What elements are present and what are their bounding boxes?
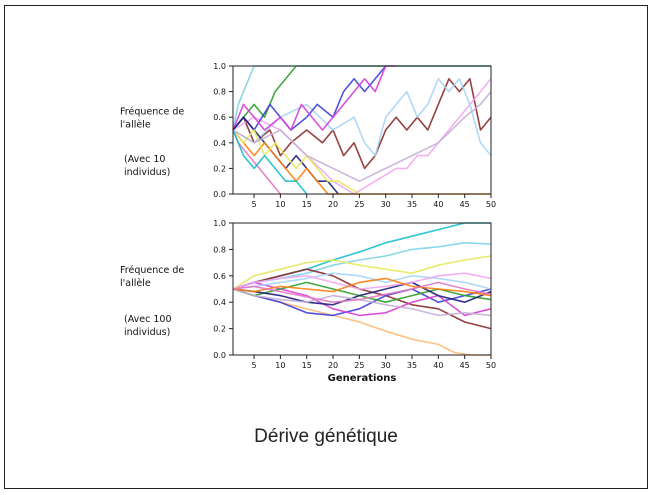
x-tick-label: 5: [252, 200, 257, 209]
x-tick-label: 45: [460, 200, 470, 209]
axis-frame: [232, 65, 492, 195]
series-line-10: [232, 129, 360, 195]
genetic-drift-charts: 0.0 0.2 0.4 0.6 0.8 1.0 5 10 15 20 25 30 35 40 45 50 Fré…: [120, 62, 496, 384]
slide: 0.0 0.2 0.4 0.6 0.8 1.0 5 10 15 20 25 30 35 40 45 50 Fré…: [4, 5, 648, 489]
y-axis-label-line: l'allèle: [120, 278, 151, 289]
x-tick-label: 30: [381, 200, 391, 209]
x-tick-label: 25: [354, 361, 364, 370]
y-tick-label: 0.6: [213, 113, 226, 122]
x-tick-label: 5: [252, 361, 257, 370]
x-tick-label: 40: [433, 361, 443, 370]
x-tick-label: 50: [486, 361, 496, 370]
series-line-10: [232, 272, 492, 290]
series-line-5: [232, 288, 492, 317]
y-axis-label-line: Fréquence de: [120, 265, 184, 276]
series-line-9: [232, 281, 492, 306]
x-tick-label: 35: [407, 361, 417, 370]
chart-panel-2: 0.0 0.2 0.4 0.6 0.8 1.0 5 10 15 20 25 30 35 40 45 50 Fré…: [120, 219, 496, 384]
x-tick-label: 20: [328, 361, 338, 370]
x-tick-label: 10: [275, 361, 285, 370]
population-note-line: (Avec 100: [124, 314, 172, 325]
population-note-line: individus): [124, 327, 170, 338]
axis-frame: [232, 222, 492, 356]
x-tick-label: 15: [302, 361, 312, 370]
y-tick-label: 0.2: [213, 325, 226, 334]
y-tick-label: 0.6: [213, 272, 226, 281]
y-tick-label: 0.2: [213, 164, 226, 173]
series-line-14: [232, 281, 492, 303]
series-line-6: [232, 281, 492, 317]
series-line-6: [232, 65, 387, 131]
y-axis-label-line: l'allèle: [120, 120, 151, 131]
y-tick-label: 0.4: [213, 298, 226, 307]
x-tick-label: 10: [275, 200, 285, 209]
chart-panel-1: 0.0 0.2 0.4 0.6 0.8 1.0 5 10 15 20 25 30 35 40 45 50 Fré…: [120, 62, 496, 209]
y-tick-label: 0.8: [213, 88, 226, 97]
y-tick-label: 0.8: [213, 245, 226, 254]
y-tick-label: 1.0: [213, 219, 226, 228]
population-note-line: (Avec 10: [124, 154, 165, 165]
series-line-5: [232, 77, 492, 157]
x-tick-label: 30: [381, 361, 391, 370]
series-line-3: [232, 77, 492, 170]
y-tick-label: 0.4: [213, 139, 226, 148]
series-line-7: [232, 65, 397, 131]
y-tick-label: 0.0: [213, 190, 226, 199]
series-line-11: [232, 272, 492, 290]
x-axis-label: Generations: [328, 373, 397, 384]
series-line-13: [232, 277, 492, 297]
series-line-13: [232, 91, 492, 182]
x-tick-label: 40: [433, 200, 443, 209]
series-line-1: [232, 65, 491, 131]
y-axis-label-line: Fréquence de: [120, 107, 184, 118]
series-line-12: [232, 129, 308, 195]
series-line-7: [232, 255, 492, 290]
y-tick-label: 0.0: [213, 351, 226, 360]
x-tick-label: 15: [302, 200, 312, 209]
x-tick-label: 50: [486, 200, 496, 209]
genetic-drift-figure: 0.0 0.2 0.4 0.6 0.8 1.0 5 10 15 20 25 30 35 40 45 50 Fré…: [115, 51, 505, 396]
x-tick-label: 45: [460, 361, 470, 370]
slide-caption: Dérive génétique: [254, 426, 398, 447]
x-tick-label: 35: [407, 200, 417, 209]
x-tick-label: 25: [354, 200, 364, 209]
x-tick-label: 20: [328, 200, 338, 209]
population-note-line: individus): [124, 167, 170, 178]
y-tick-label: 1.0: [213, 62, 226, 71]
